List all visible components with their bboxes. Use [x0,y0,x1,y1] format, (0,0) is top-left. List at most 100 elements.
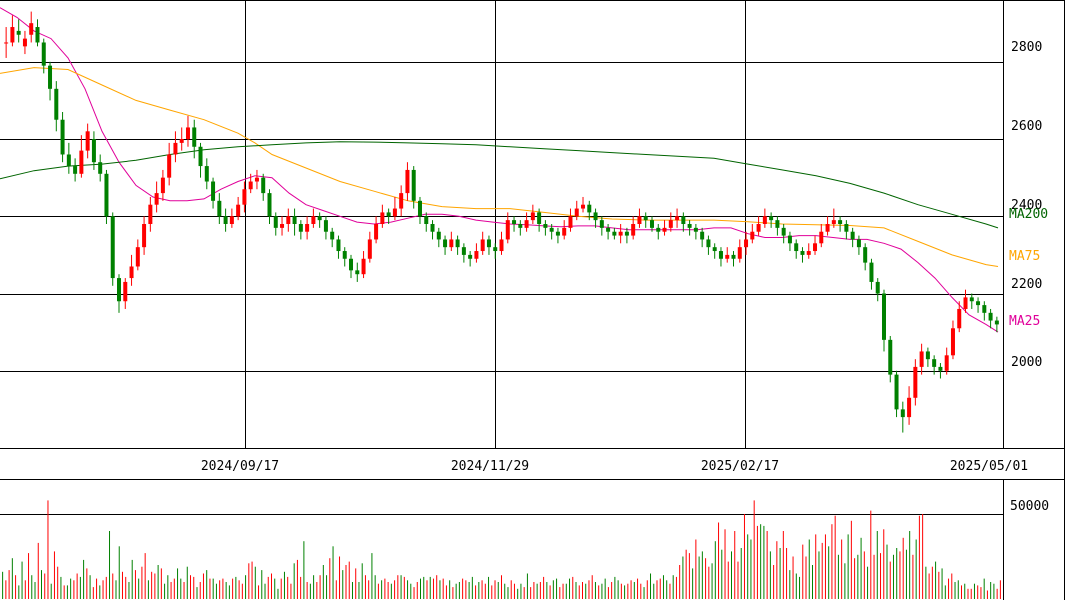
candle-down [900,409,905,418]
price-tick-label: 2200 [1011,277,1042,292]
candle-up [254,177,259,182]
candle-down [54,88,59,120]
date-tick-label: 2025/02/17 [701,459,779,474]
candle-up [449,239,454,248]
candle-up [361,258,366,275]
candle-up [524,220,529,228]
candle-down [468,254,473,259]
candle-up [85,131,90,151]
candle-up [618,231,623,236]
candle-down [543,224,548,228]
candle-up [725,254,730,259]
candle-up [813,243,818,252]
candle-down [330,231,335,240]
candle-down [994,320,999,325]
ma25-label: MA25 [1009,314,1040,329]
candle-down [273,216,278,228]
candle-down [731,254,736,259]
candle-up [675,216,680,221]
candle-down [881,293,886,340]
date-tick-label: 2024/09/17 [201,459,279,474]
candle-up [173,142,178,155]
candle-up [22,38,27,47]
candle-up [148,204,153,224]
candle-up [79,150,84,174]
candle-down [888,339,893,375]
price-tick-label: 2800 [1011,40,1042,55]
candle-up [668,220,673,228]
candle-down [606,227,611,232]
candle-down [211,181,216,201]
price-tick-label: 2400 [1011,198,1042,213]
candle-up [499,239,504,252]
candle-down [98,162,103,174]
candle-up [167,154,172,178]
candle-down [856,239,861,248]
candle-up [957,308,962,329]
candle-up [135,247,140,267]
candle-down [988,312,993,321]
candle-down [48,65,53,89]
candle-up [160,177,165,194]
candle-down [192,127,197,147]
candle-down [518,224,523,228]
candle-up [242,189,247,205]
candle-down [217,200,222,217]
candle-up [399,193,404,209]
volume-tick-labels: 50000 [1010,499,1049,514]
candle-down [549,227,554,232]
candle-down [204,166,209,182]
candle-up [29,23,34,35]
candle-up [631,224,636,236]
candle-up [405,169,410,194]
candle-down [599,220,604,228]
candle-down [969,297,974,302]
candle-up [756,224,761,232]
candle-up [129,266,134,279]
candle-up [831,220,836,224]
candle-up [236,204,241,217]
price-tick-label: 2600 [1011,119,1042,134]
ma75-line [0,67,999,267]
candle-down [894,374,899,410]
candle-up [637,216,642,224]
moving-average-labels: MA200 MA75 MA25 [1009,207,1048,329]
candle-down [298,224,303,232]
candle-down [794,243,799,252]
candle-down [455,239,460,248]
candle-up [286,216,291,224]
candle-down [537,212,542,224]
candle-down [110,216,115,279]
candle-up [819,231,824,244]
candle-down [66,154,71,167]
candle-up [505,220,510,240]
candle-down [718,251,723,259]
candle-down [493,247,498,252]
candle-down [624,231,629,236]
candle-down [712,247,717,252]
candle-down [91,139,96,163]
candle-down [932,359,937,367]
volume-bars [0,500,1003,599]
candle-down [844,224,849,232]
candle-up [4,42,9,44]
date-tick-label: 2024/11/29 [451,459,529,474]
ma25-line [0,7,999,333]
candle-down [349,258,354,271]
candle-down [869,262,874,282]
candle-up [806,251,811,255]
candle-down [555,231,560,236]
date-tick-label: 2025/05/01 [950,459,1028,474]
candle-down [35,27,40,43]
candle-up [229,216,234,224]
candle-down [976,301,981,306]
candle-up [950,328,955,356]
candle-down [342,251,347,259]
candle-down [769,216,774,221]
candle-up [142,224,147,248]
candle-down [593,212,598,221]
candle-down [317,216,322,221]
ma75-label: MA75 [1009,249,1040,264]
candle-down [430,224,435,232]
